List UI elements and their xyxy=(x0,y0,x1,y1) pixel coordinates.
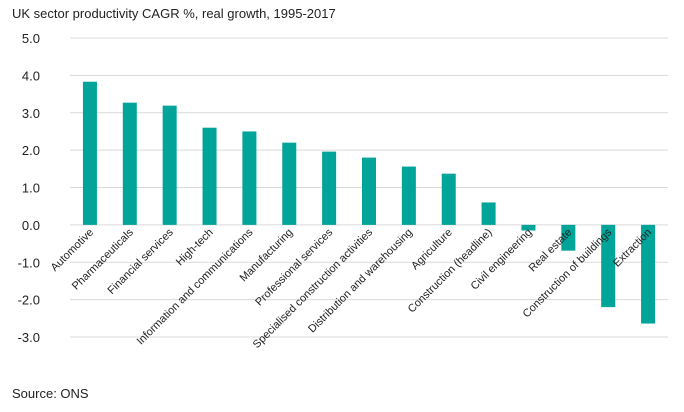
bar xyxy=(322,151,337,225)
bar xyxy=(441,173,456,225)
y-tick-label: 3.0 xyxy=(22,106,40,121)
bar xyxy=(162,105,177,225)
bar xyxy=(641,224,656,324)
chart-title: UK sector productivity CAGR %, real grow… xyxy=(12,6,336,21)
y-tick-label: 1.0 xyxy=(22,181,40,196)
y-tick-label: -1.0 xyxy=(18,255,40,270)
bar xyxy=(202,127,217,225)
x-category-label: Professional services xyxy=(253,226,335,308)
bar xyxy=(362,157,376,225)
bar xyxy=(401,166,416,225)
y-tick-label: 2.0 xyxy=(22,143,40,158)
bar xyxy=(481,202,496,225)
y-tick-label: 4.0 xyxy=(22,68,40,83)
bar xyxy=(601,224,616,308)
y-tick-label: -2.0 xyxy=(18,293,40,308)
bar xyxy=(521,224,536,231)
y-tick-label: -3.0 xyxy=(18,330,40,345)
y-tick-label: 0.0 xyxy=(22,218,40,233)
bar xyxy=(82,81,97,225)
source-note: Source: ONS xyxy=(12,386,89,401)
bar xyxy=(561,224,576,251)
bar xyxy=(122,102,137,225)
bar xyxy=(242,131,257,225)
bar xyxy=(282,142,297,225)
y-tick-label: 5.0 xyxy=(22,31,40,46)
